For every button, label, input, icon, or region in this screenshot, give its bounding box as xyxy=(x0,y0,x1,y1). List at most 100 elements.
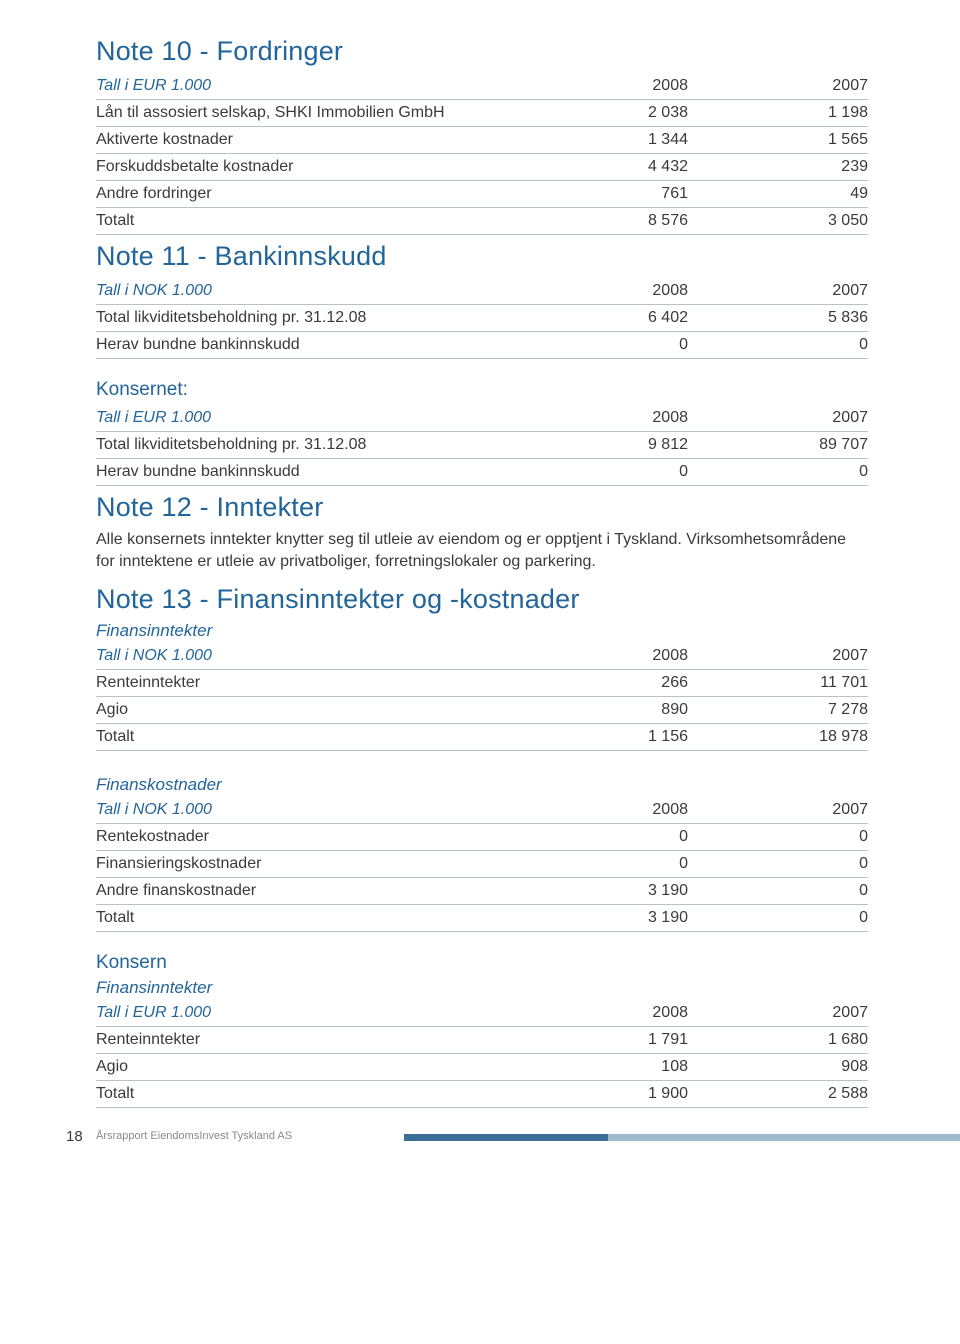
row-val: 89 707 xyxy=(688,432,868,459)
note13-sub-inn2: Finansinntekter xyxy=(96,978,868,998)
note13-konsern-label: Konsern xyxy=(96,952,868,974)
row-val: 3 190 xyxy=(508,878,688,905)
note13-inn-table: Tall i NOK 1.000 2008 2007 Renteinntekte… xyxy=(96,643,868,751)
col-2008: 2008 xyxy=(508,643,688,670)
col-2007: 2007 xyxy=(688,1000,868,1027)
row-val: 7 278 xyxy=(688,697,868,724)
col-2007: 2007 xyxy=(688,797,868,824)
row-val: 0 xyxy=(688,878,868,905)
note10-unit: Tall i EUR 1.000 xyxy=(96,73,508,100)
row-label: Lån til assosiert selskap, SHKI Immobili… xyxy=(96,100,508,127)
row-val: 1 344 xyxy=(508,127,688,154)
footer-bar-light xyxy=(608,1134,960,1141)
row-val: 239 xyxy=(688,154,868,181)
table-row: Totalt8 5763 050 xyxy=(96,208,868,235)
row-label: Totalt xyxy=(96,724,508,751)
footer-text: Årsrapport EiendomsInvest Tyskland AS xyxy=(96,1130,292,1142)
row-val: 1 198 xyxy=(688,100,868,127)
table-row: Lån til assosiert selskap, SHKI Immobili… xyxy=(96,100,868,127)
row-val: 49 xyxy=(688,181,868,208)
table-row: Agio108908 xyxy=(96,1054,868,1081)
table-row: Aktiverte kostnader1 3441 565 xyxy=(96,127,868,154)
page-footer: 18 Årsrapport EiendomsInvest Tyskland AS xyxy=(0,1128,960,1152)
row-val: 9 812 xyxy=(508,432,688,459)
col-2007: 2007 xyxy=(688,643,868,670)
footer-bar-dark xyxy=(404,1134,608,1141)
row-val: 0 xyxy=(688,332,868,359)
row-label: Andre finanskostnader xyxy=(96,878,508,905)
row-val: 0 xyxy=(688,824,868,851)
table-row: Rentekostnader00 xyxy=(96,824,868,851)
row-val: 0 xyxy=(508,332,688,359)
row-label: Totalt xyxy=(96,208,508,235)
note13-sub-kost: Finanskostnader xyxy=(96,775,868,795)
row-val: 5 836 xyxy=(688,305,868,332)
row-val: 0 xyxy=(688,459,868,486)
row-label: Finansieringskostnader xyxy=(96,851,508,878)
table-row: Totalt1 9002 588 xyxy=(96,1081,868,1108)
row-val: 2 038 xyxy=(508,100,688,127)
col-2008: 2008 xyxy=(508,73,688,100)
table-row: Forskuddsbetalte kostnader4 432239 xyxy=(96,154,868,181)
row-val: 1 565 xyxy=(688,127,868,154)
note11-unit: Tall i NOK 1.000 xyxy=(96,278,508,305)
row-val: 0 xyxy=(688,905,868,932)
row-label: Herav bundne bankinnskudd xyxy=(96,332,508,359)
row-label: Forskuddsbetalte kostnader xyxy=(96,154,508,181)
note11-unit2: Tall i EUR 1.000 xyxy=(96,405,508,432)
note13-unit-nok2: Tall i NOK 1.000 xyxy=(96,797,508,824)
note11-title: Note 11 - Bankinnskudd xyxy=(96,241,868,272)
note13-konsern-table: Tall i EUR 1.000 2008 2007 Renteinntekte… xyxy=(96,1000,868,1108)
col-2007: 2007 xyxy=(688,73,868,100)
note11-table2: Tall i EUR 1.000 2008 2007 Total likvidi… xyxy=(96,405,868,486)
note13-unit-eur: Tall i EUR 1.000 xyxy=(96,1000,508,1027)
row-label: Totalt xyxy=(96,1081,508,1108)
note12-title: Note 12 - Inntekter xyxy=(96,492,868,523)
row-val: 0 xyxy=(508,851,688,878)
row-val: 890 xyxy=(508,697,688,724)
col-2007: 2007 xyxy=(688,278,868,305)
col-2008: 2008 xyxy=(508,797,688,824)
table-row: Herav bundne bankinnskudd00 xyxy=(96,459,868,486)
row-val: 2 588 xyxy=(688,1081,868,1108)
note10-table: Tall i EUR 1.000 2008 2007 Lån til assos… xyxy=(96,73,868,235)
row-val: 0 xyxy=(508,459,688,486)
row-label: Total likviditetsbeholdning pr. 31.12.08 xyxy=(96,305,508,332)
row-label: Renteinntekter xyxy=(96,670,508,697)
row-label: Agio xyxy=(96,1054,508,1081)
table-row: Andre fordringer76149 xyxy=(96,181,868,208)
row-label: Rentekostnader xyxy=(96,824,508,851)
row-val: 0 xyxy=(688,851,868,878)
row-label: Aktiverte kostnader xyxy=(96,127,508,154)
row-val: 761 xyxy=(508,181,688,208)
row-val: 1 900 xyxy=(508,1081,688,1108)
note13-sub-inn: Finansinntekter xyxy=(96,621,868,641)
col-2008: 2008 xyxy=(508,1000,688,1027)
table-row: Agio8907 278 xyxy=(96,697,868,724)
col-2007: 2007 xyxy=(688,405,868,432)
note11-konsern-label: Konsernet: xyxy=(96,379,868,401)
row-val: 4 432 xyxy=(508,154,688,181)
row-val: 908 xyxy=(688,1054,868,1081)
table-row: Totalt1 15618 978 xyxy=(96,724,868,751)
note10-title: Note 10 - Fordringer xyxy=(96,36,868,67)
row-val: 3 190 xyxy=(508,905,688,932)
row-val: 1 791 xyxy=(508,1027,688,1054)
col-2008: 2008 xyxy=(508,405,688,432)
row-val: 18 978 xyxy=(688,724,868,751)
table-row: Andre finanskostnader3 1900 xyxy=(96,878,868,905)
row-label: Agio xyxy=(96,697,508,724)
table-row: Renteinntekter26611 701 xyxy=(96,670,868,697)
row-val: 1 680 xyxy=(688,1027,868,1054)
table-row: Herav bundne bankinnskudd00 xyxy=(96,332,868,359)
row-val: 11 701 xyxy=(688,670,868,697)
note13-title: Note 13 - Finansinntekter og -kostnader xyxy=(96,584,868,615)
row-val: 266 xyxy=(508,670,688,697)
row-label: Andre fordringer xyxy=(96,181,508,208)
row-val: 108 xyxy=(508,1054,688,1081)
row-label: Renteinntekter xyxy=(96,1027,508,1054)
row-label: Total likviditetsbeholdning pr. 31.12.08 xyxy=(96,432,508,459)
row-val: 6 402 xyxy=(508,305,688,332)
row-val: 3 050 xyxy=(688,208,868,235)
row-val: 8 576 xyxy=(508,208,688,235)
